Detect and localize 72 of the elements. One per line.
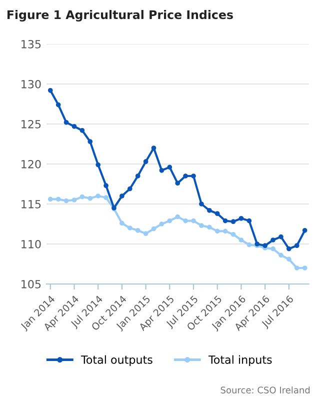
point xyxy=(167,164,172,170)
point xyxy=(151,146,156,150)
point xyxy=(104,195,108,200)
point xyxy=(96,162,101,168)
legend-label: Total inputs xyxy=(208,355,272,366)
point xyxy=(238,238,244,242)
point xyxy=(167,218,172,224)
point xyxy=(175,180,180,186)
point xyxy=(230,232,236,237)
point xyxy=(302,266,308,270)
point xyxy=(294,266,300,270)
point xyxy=(230,219,236,224)
point xyxy=(206,224,212,230)
y-tick-label: 105 xyxy=(22,280,41,288)
point xyxy=(56,102,61,108)
y-tick-label: 125 xyxy=(22,120,41,128)
point xyxy=(222,218,228,224)
point xyxy=(88,196,93,201)
point xyxy=(175,214,180,220)
point xyxy=(199,223,204,228)
point xyxy=(135,174,140,178)
point xyxy=(238,216,244,221)
point xyxy=(48,88,53,93)
point xyxy=(159,168,164,173)
y-tick-label: 110 xyxy=(22,240,41,248)
point xyxy=(64,120,69,125)
point xyxy=(120,194,124,198)
point xyxy=(127,226,132,230)
point xyxy=(64,198,69,204)
point xyxy=(80,194,85,200)
chart-title: Figure 1 Agricultural Price Indices xyxy=(7,10,233,22)
point xyxy=(80,128,85,133)
source-note: Source: CSO Ireland xyxy=(220,386,310,394)
point xyxy=(104,183,108,188)
point xyxy=(270,238,276,242)
point xyxy=(206,208,212,213)
point xyxy=(214,211,220,216)
point xyxy=(72,198,77,202)
point xyxy=(183,174,188,178)
point xyxy=(278,252,284,258)
point xyxy=(302,228,308,233)
point xyxy=(278,234,284,240)
point xyxy=(143,159,148,164)
point xyxy=(246,218,252,224)
point xyxy=(183,218,188,224)
point xyxy=(294,243,300,248)
point xyxy=(48,196,53,202)
y-tick-label: 115 xyxy=(22,200,41,208)
point xyxy=(135,228,140,233)
point xyxy=(56,196,61,202)
point xyxy=(191,174,196,178)
legend-label: Total outputs xyxy=(80,355,152,366)
point xyxy=(214,228,220,234)
point xyxy=(72,124,77,129)
point xyxy=(246,242,252,248)
point xyxy=(286,256,292,262)
point xyxy=(120,220,124,226)
point xyxy=(191,218,196,224)
point xyxy=(286,246,292,252)
point xyxy=(270,246,276,252)
point xyxy=(88,139,93,144)
point xyxy=(159,222,164,226)
point xyxy=(151,226,156,232)
point xyxy=(96,194,101,198)
point xyxy=(199,202,204,206)
point xyxy=(143,231,148,236)
y-tick-label: 120 xyxy=(22,160,41,168)
point xyxy=(262,243,268,248)
y-tick-label: 135 xyxy=(22,40,41,48)
point xyxy=(222,228,228,234)
point xyxy=(127,186,132,192)
y-tick-label: 130 xyxy=(22,80,41,88)
